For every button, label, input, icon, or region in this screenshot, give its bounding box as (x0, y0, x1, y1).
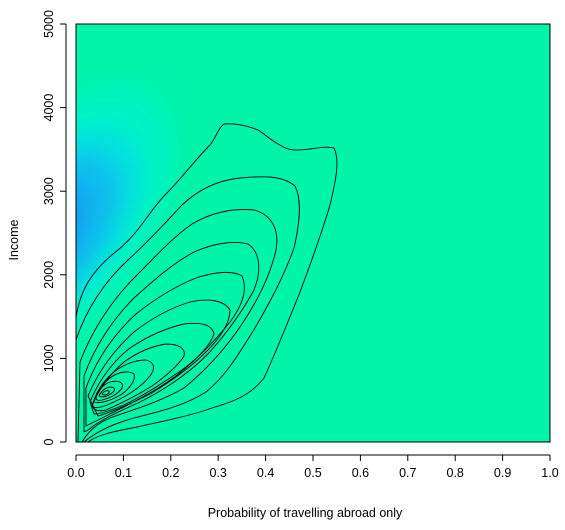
contour-level-11 (95, 380, 123, 401)
x-tick-label: 0.2 (162, 466, 179, 480)
y-axis-title: Income (7, 219, 21, 260)
contour-level-6 (87, 299, 231, 417)
contour-level-13 (101, 390, 110, 396)
contour-level-10 (93, 371, 135, 403)
x-tick-label: 1.0 (541, 466, 558, 480)
x-tick-label: 0.3 (210, 466, 227, 480)
contour-level-8 (91, 343, 185, 412)
x-axis-title: Probability of travelling abroad only (208, 506, 403, 520)
x-axis: 0.0 0.1 0.2 0.3 0.4 0.5 0.6 0.7 0.8 0.9 1.0 (67, 454, 559, 480)
y-tick-label: 1000 (42, 344, 56, 372)
y-tick-label: 4000 (42, 94, 56, 122)
x-tick-label: 0.1 (115, 466, 132, 480)
y-tick-label: 0 (42, 438, 56, 445)
x-tick-label: 0.5 (304, 466, 321, 480)
y-tick-label: 2000 (42, 261, 56, 289)
contour-level-1 (76, 123, 338, 442)
x-tick-label: 0.7 (399, 466, 416, 480)
x-tick-label: 0.9 (494, 466, 511, 480)
y-axis: 0 1000 2000 3000 4000 5000 (42, 10, 67, 445)
x-tick-label: 0.6 (352, 466, 369, 480)
contour-level-7 (89, 322, 215, 415)
contour-level-2 (76, 176, 300, 442)
contour-level-4 (83, 241, 260, 433)
density-contours (76, 123, 338, 442)
plot-frame (75, 23, 551, 443)
y-tick-label: 3000 (42, 177, 56, 205)
x-tick-label: 0.8 (447, 466, 464, 480)
contour-level-3 (77, 209, 278, 442)
x-tick-label: 0.4 (257, 466, 274, 480)
contour-level-9 (91, 359, 154, 409)
contour-level-5 (85, 271, 245, 427)
contour-level-12 (98, 386, 115, 398)
x-tick-label: 0.0 (67, 466, 84, 480)
y-tick-label: 5000 (42, 10, 56, 38)
density-surface (76, 24, 550, 442)
